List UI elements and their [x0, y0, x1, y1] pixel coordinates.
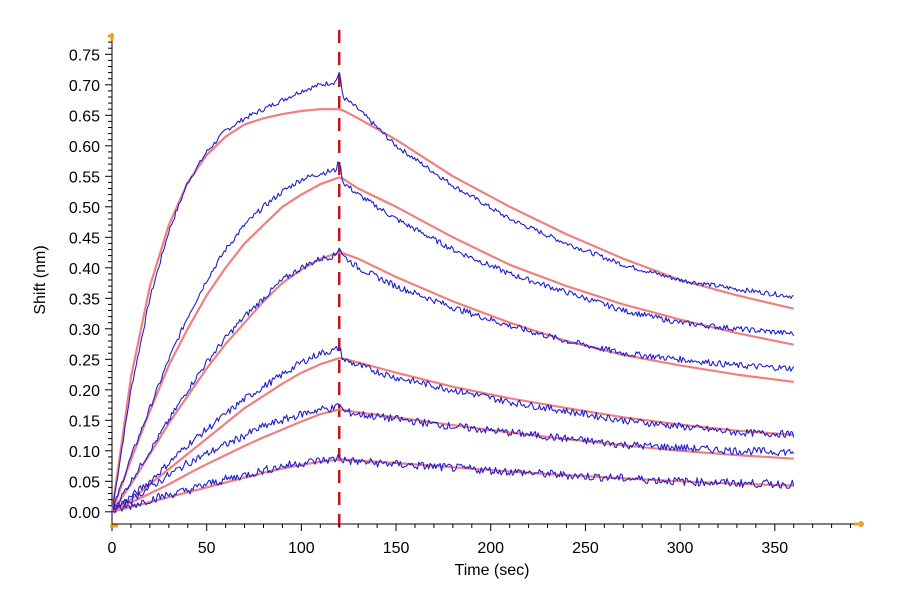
- y-tick-label: 0.35: [69, 291, 100, 308]
- y-tick-label: 0.50: [69, 200, 100, 217]
- x-tick-label: 50: [198, 540, 216, 557]
- series-group: [110, 71, 795, 514]
- sensorgram-series: [111, 402, 795, 513]
- fit-curve: [111, 458, 794, 513]
- sensorgram-series: [111, 247, 795, 513]
- y-tick-label: 0.60: [69, 139, 100, 156]
- sensorgram-series: [111, 454, 795, 514]
- y-tick-label: 0.40: [69, 261, 100, 278]
- x-tick-label: 150: [383, 540, 410, 557]
- measured-curve: [111, 454, 795, 514]
- y-tick-label: 0.25: [69, 352, 100, 369]
- x-tick-label: 300: [667, 540, 694, 557]
- y-tick-label: 0.45: [69, 230, 100, 247]
- x-tick-label: 350: [761, 540, 788, 557]
- y-tick-label: 0.20: [69, 383, 100, 400]
- y-tick-label: 0.15: [69, 413, 100, 430]
- measured-curve: [111, 247, 795, 513]
- fit-curve: [111, 357, 794, 513]
- x-tick-label: 0: [108, 540, 117, 557]
- fit-curve: [111, 251, 794, 513]
- measured-curve: [111, 345, 795, 513]
- fit-curve: [110, 176, 794, 513]
- y-tick-label: 0.05: [69, 474, 100, 491]
- sensorgram-series: [111, 345, 795, 513]
- y-tick-label: 0.70: [69, 78, 100, 95]
- x-tick-label: 200: [477, 540, 504, 557]
- y-tick-label: 0.55: [69, 169, 100, 186]
- sensorgram-series: [110, 161, 795, 513]
- y-tick-label: 0.10: [69, 444, 100, 461]
- y-tick-label: 0.00: [69, 505, 100, 522]
- corner-markers: [108, 33, 864, 528]
- x-tick-label: 250: [572, 540, 599, 557]
- y-tick-label: 0.30: [69, 322, 100, 339]
- y-axis-title: Shift (nm): [32, 245, 49, 314]
- measured-curve: [111, 71, 794, 512]
- sensorgram-series: [110, 71, 794, 512]
- measured-curve: [111, 161, 795, 512]
- x-tick-label: 100: [288, 540, 315, 557]
- y-tick-label: 0.65: [69, 108, 100, 125]
- y-tick-label: 0.75: [69, 47, 100, 64]
- measured-curve: [111, 402, 795, 513]
- x-axis-title: Time (sec): [455, 562, 530, 579]
- ticks-group: 0 50 100 150 200 250 300 350 0.00 0.05 0.10 0.15 0.2…: [69, 35, 852, 557]
